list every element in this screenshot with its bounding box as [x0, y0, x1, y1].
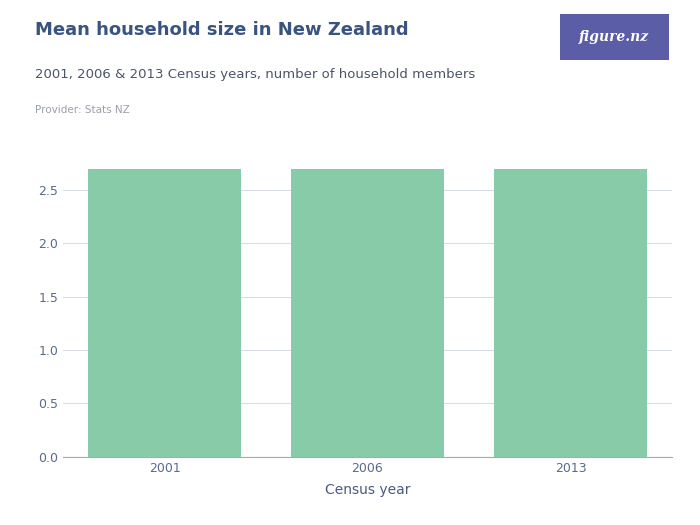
Bar [88, 169, 241, 457]
Bar [494, 169, 647, 457]
X-axis label: Census year: Census year [325, 483, 410, 497]
Text: 2001, 2006 & 2013 Census years, number of household members: 2001, 2006 & 2013 Census years, number o… [35, 68, 475, 81]
Text: Mean household size in New Zealand: Mean household size in New Zealand [35, 21, 409, 39]
Text: figure.nz: figure.nz [579, 30, 650, 44]
Bar [291, 169, 444, 457]
Text: Provider: Stats NZ: Provider: Stats NZ [35, 105, 130, 115]
